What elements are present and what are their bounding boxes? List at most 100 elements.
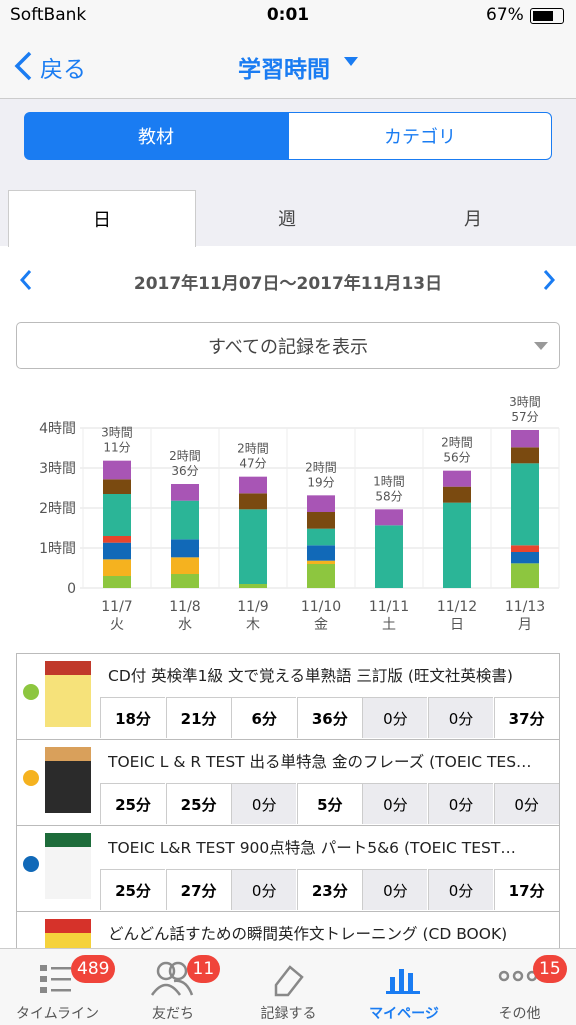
badge: 11 bbox=[186, 955, 221, 983]
bar-segment bbox=[171, 557, 199, 574]
book-cover bbox=[45, 833, 91, 899]
bar-segment bbox=[375, 525, 403, 588]
y-tick-label: 3時間 bbox=[39, 461, 76, 477]
bar-segment bbox=[103, 460, 131, 480]
book-cover bbox=[45, 747, 91, 813]
total-label: 2時間 bbox=[305, 460, 337, 474]
x-tick-label: 11/9 bbox=[237, 599, 268, 615]
tab[interactable]: 週 bbox=[278, 209, 296, 230]
book-cover bbox=[45, 661, 91, 727]
minutes-cell: 25分 bbox=[100, 783, 165, 824]
y-tick-label: 2時間 bbox=[39, 501, 76, 517]
total-label: 47分 bbox=[239, 457, 266, 471]
total-label: 2時間 bbox=[441, 436, 473, 450]
total-label: 19分 bbox=[307, 475, 334, 489]
back-chevron[interactable] bbox=[12, 50, 36, 82]
minutes-cell: 0分 bbox=[362, 869, 428, 910]
battery: 67% bbox=[486, 5, 524, 25]
bar-segment bbox=[171, 484, 199, 501]
bar-segment bbox=[239, 509, 267, 584]
minutes-cell: 6分 bbox=[231, 697, 297, 738]
y-tick-label: 1時間 bbox=[39, 541, 76, 557]
segment[interactable]: カテゴリ bbox=[288, 112, 552, 160]
header bbox=[0, 0, 576, 99]
x-tick-label: 土 bbox=[382, 617, 396, 633]
row-divider bbox=[17, 825, 559, 826]
y-tick-label: 0 bbox=[67, 581, 76, 597]
book-title: CD付 英検準1級 文で覚える単熟語 三訂版 (旺文社英検書) bbox=[108, 667, 513, 685]
timeline-icon bbox=[40, 965, 71, 993]
book-list: CD付 英検準1級 文で覚える単熟語 三訂版 (旺文社英検書) 18分 21分 6分 3… bbox=[16, 653, 560, 985]
more-icon bbox=[498, 970, 538, 982]
x-tick-label: 11/12 bbox=[437, 599, 477, 615]
tab-label[interactable]: 記録する bbox=[260, 1006, 317, 1022]
carrier: SoftBank bbox=[10, 5, 87, 25]
x-tick-label: 11/10 bbox=[301, 599, 341, 615]
minutes-cell: 0分 bbox=[428, 869, 493, 910]
total-label: 3時間 bbox=[101, 426, 133, 440]
x-tick-label: 木 bbox=[246, 617, 260, 633]
segment-selected[interactable]: 教材 bbox=[24, 112, 288, 160]
bar-segment bbox=[103, 479, 131, 494]
minutes-cell: 0分 bbox=[362, 783, 428, 824]
battery-icon bbox=[530, 8, 564, 24]
total-label: 1時間 bbox=[373, 474, 405, 488]
minutes-cell: 25分 bbox=[100, 869, 165, 910]
bar-segment bbox=[307, 512, 335, 529]
book-title: どんどん話すための瞬間英作文トレーニング (CD BOOK) bbox=[108, 925, 508, 943]
minutes-cell: 17分 bbox=[493, 869, 559, 910]
bar-segment bbox=[511, 430, 539, 448]
tab-bar: タイムライン 489 友だち 11 記録する マイページ その他 15 bbox=[0, 948, 576, 1025]
minutes-cell: 21分 bbox=[165, 697, 231, 738]
bar-segment bbox=[511, 552, 539, 564]
minutes-cell: 0分 bbox=[428, 783, 493, 824]
total-label: 36分 bbox=[171, 464, 198, 478]
bar-segment bbox=[307, 564, 335, 588]
minutes-cell: 0分 bbox=[493, 783, 559, 824]
tab-label[interactable]: タイムライン bbox=[15, 1006, 100, 1022]
minutes-cell: 0分 bbox=[362, 697, 428, 738]
total-label: 58分 bbox=[375, 489, 402, 503]
book-dot bbox=[23, 684, 39, 700]
bar-segment bbox=[443, 470, 471, 487]
tab-selected[interactable]: 日 bbox=[8, 190, 196, 247]
filter-dropdown[interactable]: すべての記録を表示 bbox=[16, 322, 560, 369]
x-tick-label: 11/11 bbox=[369, 599, 409, 615]
minutes-cell: 25分 bbox=[165, 783, 231, 824]
x-tick-label: 11/7 bbox=[101, 599, 132, 615]
bar-segment bbox=[511, 463, 539, 546]
tab-label[interactable]: マイページ bbox=[369, 1006, 439, 1022]
total-label: 2時間 bbox=[169, 449, 201, 463]
bar-segment bbox=[307, 528, 335, 546]
x-tick-label: 日 bbox=[450, 617, 464, 633]
friends-icon bbox=[150, 961, 194, 996]
bar-segment bbox=[375, 509, 403, 526]
minutes-cell: 0分 bbox=[231, 783, 297, 824]
x-tick-label: 金 bbox=[314, 617, 328, 633]
bar-segment bbox=[103, 542, 131, 560]
minutes-cell: 23分 bbox=[296, 869, 362, 910]
bar-segment bbox=[511, 563, 539, 588]
tab-label[interactable]: 友だち bbox=[152, 1006, 194, 1022]
minutes-cell: 36分 bbox=[296, 697, 362, 738]
bar-segment bbox=[103, 576, 131, 588]
bar-segment bbox=[511, 447, 539, 464]
next-week[interactable] bbox=[541, 268, 557, 292]
book-title: TOEIC L & R TEST 出る単特急 金のフレーズ (TOEIC TES… bbox=[108, 753, 532, 771]
x-tick-label: 11/8 bbox=[169, 599, 200, 615]
tab-label[interactable]: その他 bbox=[498, 1006, 541, 1022]
nav-title[interactable]: 学習時間 bbox=[238, 57, 330, 83]
x-tick-label: 水 bbox=[178, 617, 192, 633]
prev-week[interactable] bbox=[18, 268, 34, 292]
bar-segment bbox=[239, 584, 267, 588]
total-label: 2時間 bbox=[237, 442, 269, 456]
date-range: 2017年11月07日〜2017年11月13日 bbox=[133, 274, 443, 294]
minutes-cell: 0分 bbox=[428, 697, 493, 738]
x-tick-label: 11/13 bbox=[505, 599, 545, 615]
tab[interactable]: 月 bbox=[464, 209, 482, 230]
bar-segment bbox=[307, 545, 335, 561]
minutes-cell: 0分 bbox=[231, 869, 297, 910]
back-button[interactable]: 戻る bbox=[40, 57, 86, 83]
